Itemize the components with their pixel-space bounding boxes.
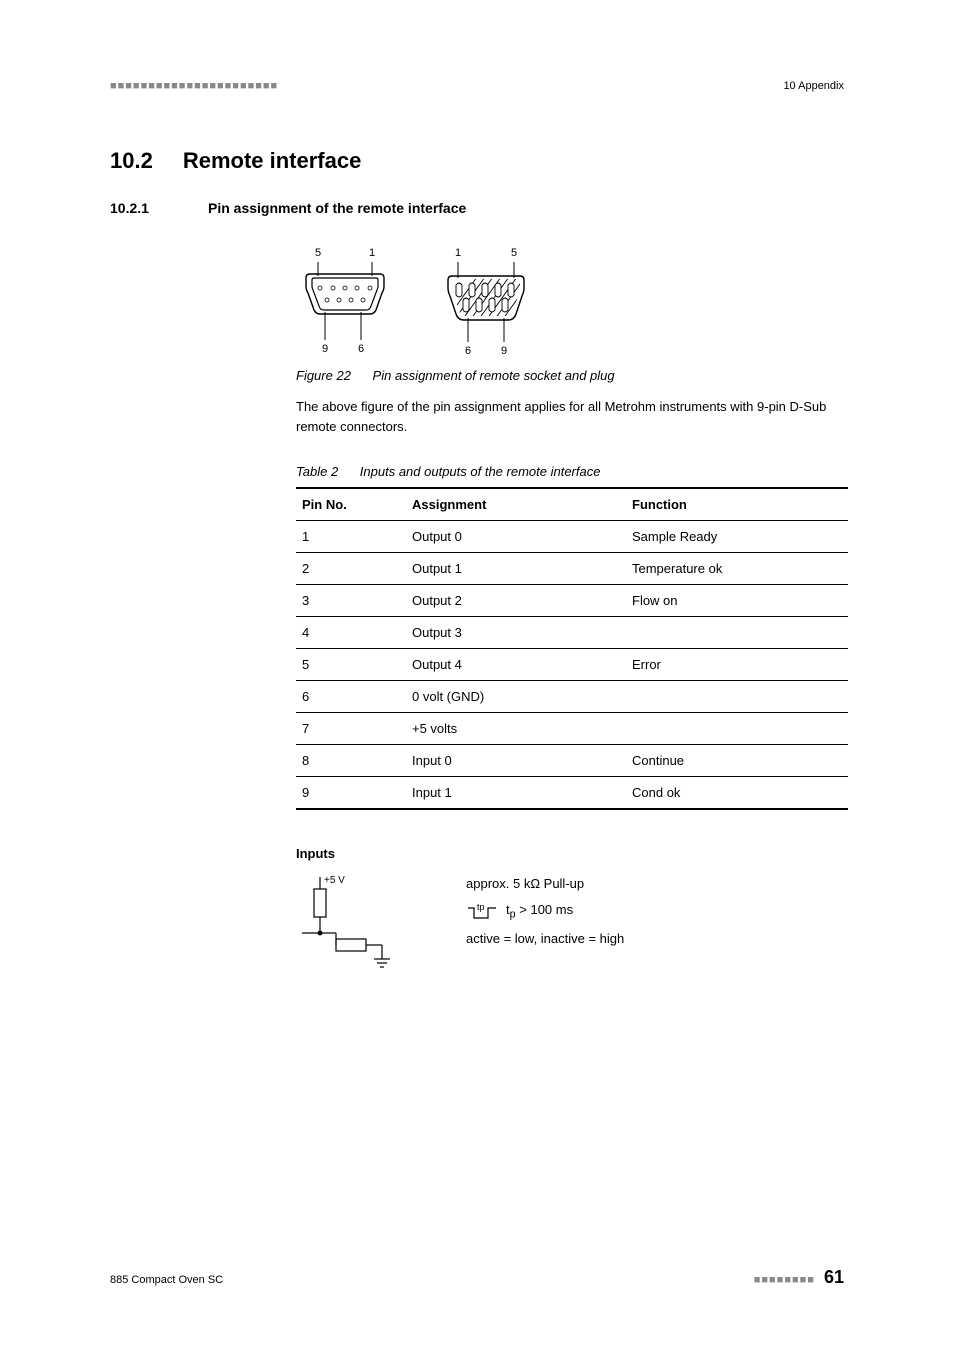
section-heading: 10.2 Remote interface [110,148,844,174]
table-cell: Output 4 [406,649,626,681]
inputs-section: +5 V approx. 5 [296,871,848,971]
table-row: 9Input 1Cond ok [296,777,848,810]
socket-pin-5: 5 [315,247,321,259]
table-cell: 2 [296,553,406,585]
socket-pin-9: 9 [322,343,328,355]
figure-22-caption-text: Pin assignment of remote socket and plug [373,368,615,383]
supply-label: +5 V [324,875,345,886]
table-cell [626,713,848,745]
table-cell: 0 volt (GND) [406,681,626,713]
table-cell: Error [626,649,848,681]
table-row: 1Output 0Sample Ready [296,521,848,553]
table-cell: 1 [296,521,406,553]
plug-pin-1: 1 [455,247,461,259]
table-cell: 4 [296,617,406,649]
table-cell: 7 [296,713,406,745]
inputs-line-2: tp tp > 100 ms [466,897,624,926]
inputs-heading: Inputs [296,846,848,861]
table-2-caption-text: Inputs and outputs of the remote interfa… [360,464,601,479]
figure-22-label: Figure 22 [296,368,351,383]
table-row: 8Input 0Continue [296,745,848,777]
pulse-icon: tp [466,902,500,922]
table-cell: Output 0 [406,521,626,553]
table-cell: Output 2 [406,585,626,617]
plug-pin-5: 5 [511,247,517,259]
plug-pin-9: 9 [501,345,507,357]
table-cell: Cond ok [626,777,848,810]
inputs-text: approx. 5 kΩ Pull-up tp tp > 100 ms acti… [466,871,624,952]
subsection-number: 10.2.1 [110,200,178,216]
body-paragraph: The above figure of the pin assignment a… [296,397,848,436]
table-cell: 9 [296,777,406,810]
col-pin-no: Pin No. [296,488,406,521]
section-number: 10.2 [110,148,153,174]
table-header-row: Pin No. Assignment Function [296,488,848,521]
col-assignment: Assignment [406,488,626,521]
inputs-line-1: approx. 5 kΩ Pull-up [466,871,624,897]
table-cell: 8 [296,745,406,777]
table-cell: 3 [296,585,406,617]
table-2-label: Table 2 [296,464,338,479]
table-row: 7+5 volts [296,713,848,745]
subsection-title: Pin assignment of the remote interface [208,200,466,216]
figure-22-caption: Figure 22 Pin assignment of remote socke… [296,368,848,383]
page-footer: 885 Compact Oven SC ■■■■■■■■ 61 [110,1267,844,1288]
footer-product: 885 Compact Oven SC [110,1274,223,1286]
table-cell [626,681,848,713]
remote-pinout-table: Pin No. Assignment Function 1Output 0Sam… [296,487,848,810]
table-row: 4Output 3 [296,617,848,649]
header-marks-left: ■■■■■■■■■■■■■■■■■■■■■■ [110,80,278,92]
subsection-heading: 10.2.1 Pin assignment of the remote inte… [110,200,844,216]
table-cell: +5 volts [406,713,626,745]
table-cell: 5 [296,649,406,681]
table-cell: 6 [296,681,406,713]
section-title: Remote interface [183,148,362,174]
table-cell [626,617,848,649]
header-chapter: 10 Appendix [783,80,844,92]
table-cell: Temperature ok [626,553,848,585]
inputs-line-3: active = low, inactive = high [466,926,624,952]
pulse-label: tp [477,902,485,912]
table-cell: Continue [626,745,848,777]
plug-pin-6: 6 [465,345,471,357]
table-cell: Input 1 [406,777,626,810]
table-row: 3Output 2Flow on [296,585,848,617]
pulse-text: tp > 100 ms [506,897,573,926]
table-row: 60 volt (GND) [296,681,848,713]
socket-pin-6: 6 [358,343,364,355]
socket-pin-1: 1 [369,247,375,259]
table-cell: Output 1 [406,553,626,585]
table-cell: Input 0 [406,745,626,777]
table-cell: Flow on [626,585,848,617]
col-function: Function [626,488,848,521]
table-row: 5Output 4Error [296,649,848,681]
page-number: 61 [824,1267,844,1287]
table-row: 2Output 1Temperature ok [296,553,848,585]
footer-right: ■■■■■■■■ 61 [754,1267,844,1288]
footer-marks: ■■■■■■■■ [754,1274,815,1286]
table-2-caption: Table 2 Inputs and outputs of the remote… [296,464,848,479]
figure-22: 5 1 9 6 1 5 6 [296,230,848,360]
remote-plug-diagram: 1 5 6 9 [436,230,546,360]
table-cell: Sample Ready [626,521,848,553]
table-cell: Output 3 [406,617,626,649]
input-circuit-diagram: +5 V [296,871,416,971]
page-header: ■■■■■■■■■■■■■■■■■■■■■■ 10 Appendix [110,80,844,92]
content-column: 5 1 9 6 1 5 6 [296,230,848,971]
remote-socket-diagram: 5 1 9 6 [296,230,406,360]
